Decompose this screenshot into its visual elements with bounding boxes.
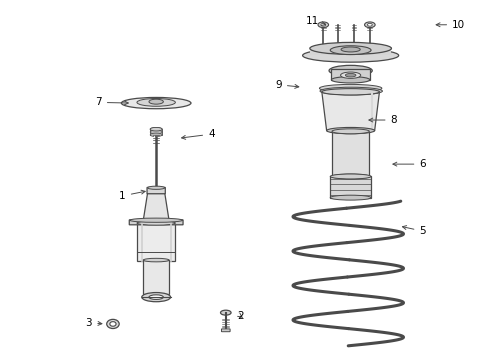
Ellipse shape	[142, 293, 171, 302]
Ellipse shape	[330, 195, 371, 200]
Ellipse shape	[137, 221, 175, 225]
Ellipse shape	[330, 174, 371, 179]
Ellipse shape	[332, 129, 369, 134]
Text: 2: 2	[237, 311, 244, 321]
Text: 3: 3	[86, 318, 102, 328]
FancyBboxPatch shape	[129, 220, 183, 225]
FancyBboxPatch shape	[330, 176, 371, 198]
Ellipse shape	[320, 87, 382, 95]
FancyBboxPatch shape	[150, 129, 162, 135]
Ellipse shape	[137, 99, 175, 106]
Ellipse shape	[150, 127, 162, 131]
Ellipse shape	[130, 218, 183, 222]
FancyBboxPatch shape	[137, 223, 175, 261]
Ellipse shape	[150, 130, 162, 134]
Ellipse shape	[321, 23, 326, 26]
FancyBboxPatch shape	[332, 131, 369, 176]
Text: 10: 10	[436, 20, 465, 30]
Ellipse shape	[303, 49, 399, 62]
Ellipse shape	[331, 77, 370, 83]
Text: 11: 11	[306, 16, 325, 26]
Ellipse shape	[365, 22, 375, 28]
Text: 6: 6	[393, 159, 426, 169]
Ellipse shape	[149, 99, 163, 104]
Ellipse shape	[322, 89, 379, 95]
Ellipse shape	[122, 98, 191, 109]
Ellipse shape	[150, 127, 162, 131]
Ellipse shape	[107, 319, 119, 329]
Ellipse shape	[341, 47, 360, 52]
FancyBboxPatch shape	[147, 188, 165, 194]
Text: 9: 9	[275, 80, 299, 90]
Text: 4: 4	[182, 129, 215, 139]
Ellipse shape	[368, 23, 372, 26]
Ellipse shape	[220, 310, 231, 315]
Ellipse shape	[319, 84, 382, 92]
Ellipse shape	[332, 174, 369, 179]
Ellipse shape	[330, 46, 371, 55]
Ellipse shape	[150, 133, 162, 136]
Ellipse shape	[318, 22, 329, 28]
Text: 1: 1	[119, 190, 145, 201]
Ellipse shape	[345, 73, 356, 77]
Ellipse shape	[147, 186, 165, 189]
FancyBboxPatch shape	[331, 69, 370, 80]
Polygon shape	[143, 193, 170, 222]
Polygon shape	[322, 92, 379, 131]
Ellipse shape	[143, 258, 169, 262]
FancyBboxPatch shape	[221, 329, 230, 332]
Text: 8: 8	[369, 115, 397, 125]
Text: 5: 5	[402, 226, 426, 236]
Ellipse shape	[149, 295, 163, 300]
Ellipse shape	[110, 321, 116, 326]
FancyBboxPatch shape	[143, 260, 169, 294]
Ellipse shape	[310, 42, 392, 54]
Ellipse shape	[327, 127, 375, 134]
Text: 7: 7	[95, 98, 128, 107]
Ellipse shape	[329, 66, 372, 76]
Ellipse shape	[341, 72, 361, 78]
FancyBboxPatch shape	[310, 48, 392, 55]
